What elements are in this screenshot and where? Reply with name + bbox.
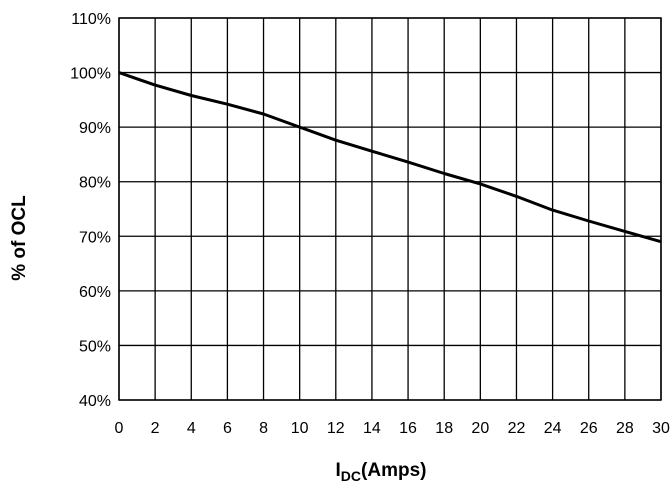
- y-tick-label: 110%: [71, 11, 111, 28]
- x-axis-title-subscript: DC: [341, 468, 361, 484]
- series-line: [118, 71, 662, 244]
- x-tick-label: 22: [508, 420, 526, 437]
- x-tick-label: 0: [115, 420, 124, 437]
- y-tick-label: 70%: [79, 229, 111, 246]
- x-tick-label: 30: [652, 420, 670, 437]
- x-tick-label: 6: [223, 420, 232, 437]
- x-tick-label: 16: [399, 420, 417, 437]
- y-tick-label: 90%: [79, 120, 111, 137]
- x-tick-label: 18: [435, 420, 453, 437]
- plot-frame: [118, 17, 662, 401]
- x-tick-label: 8: [259, 420, 268, 437]
- x-axis-title-units: (Amps): [361, 460, 426, 481]
- x-tick-label: 28: [616, 420, 634, 437]
- x-tick-label: 4: [187, 420, 196, 437]
- x-tick-label: 20: [471, 420, 489, 437]
- y-tick-label: 40%: [79, 393, 111, 410]
- series-layer: [118, 71, 662, 244]
- x-tick-label: 2: [151, 420, 160, 437]
- x-tick-label: 12: [327, 420, 345, 437]
- y-tick-label: 60%: [79, 284, 111, 301]
- x-tick-label: 10: [291, 420, 309, 437]
- x-axis-title: IDC(Amps): [336, 460, 427, 484]
- x-tick-labels: 0 2 4 6 8 10 12 14 16 18 20 22 24 26 28 30: [115, 420, 670, 437]
- y-tick-label: 100%: [70, 66, 111, 83]
- x-tick-label: 26: [580, 420, 598, 437]
- x-tick-label: 24: [544, 420, 562, 437]
- y-axis-title: % of OCL: [9, 195, 30, 281]
- y-tick-label: 50%: [79, 338, 111, 355]
- x-axis-title-main: I: [336, 460, 341, 481]
- x-tick-label: 14: [363, 420, 381, 437]
- y-tick-label: 80%: [79, 175, 111, 192]
- y-tick-labels: 40% 50% 60% 70% 80% 90% 100% 110%: [70, 11, 111, 410]
- grid: [118, 17, 662, 401]
